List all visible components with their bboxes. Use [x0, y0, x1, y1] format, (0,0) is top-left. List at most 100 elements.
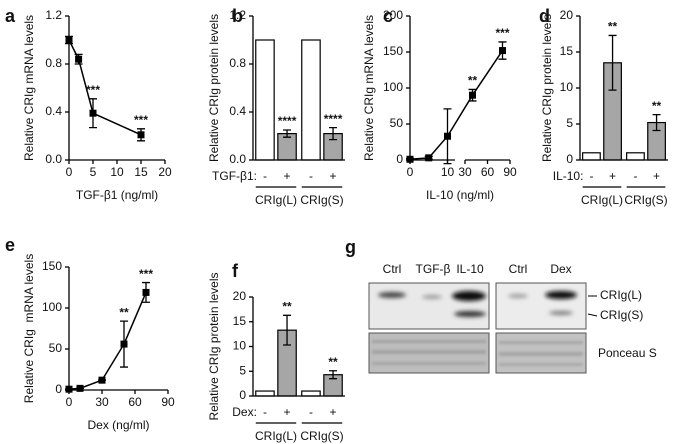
y-tick-label: 150: [383, 44, 403, 58]
x-tick-label: 90: [503, 165, 517, 179]
y-tick-label: 0.8: [229, 56, 246, 70]
y-tick-label: 10: [233, 339, 247, 353]
x-tick-label: 60: [481, 165, 495, 179]
y-axis-label: Relative CRIg mRNA levels: [22, 15, 36, 161]
y-tick-label: 1.2: [45, 8, 62, 22]
y-tick-label: 5: [566, 116, 573, 130]
condition-label: IL-10:: [553, 169, 584, 183]
lane-label: Ctrl: [383, 262, 402, 276]
error-bar: [329, 370, 338, 380]
data-point: [137, 131, 145, 139]
y-tick-label: 15: [233, 314, 247, 328]
y-tick-label: 1.2: [229, 8, 246, 22]
category-label: +: [330, 169, 337, 183]
group-label: CRIg(L): [255, 193, 297, 207]
significance-label: **: [652, 99, 662, 113]
y-tick-label: 100: [42, 300, 62, 314]
error-bar: [283, 129, 292, 138]
data-point: [76, 384, 84, 392]
error-bar: [329, 126, 338, 141]
chart-panel: a Relative CRIg mRNA levels 0.0 0.4 0.8 1.2 0 5…: [5, 6, 172, 202]
group-label: CRIg(S): [624, 193, 667, 207]
x-tick-label: 10: [110, 165, 124, 179]
significance-label: **: [328, 355, 338, 369]
x-tick-label: 5: [90, 165, 97, 179]
significance-label: ****: [278, 114, 297, 128]
x-tick-label: 0: [66, 165, 73, 179]
significance-label: ***: [134, 113, 148, 127]
category-label: +: [330, 405, 337, 419]
y-tick-label: 0: [566, 152, 573, 166]
panel-letter: g: [345, 237, 356, 257]
y-tick-label: 0.0: [45, 152, 62, 166]
x-axis-label: TGF-β1 (ng/ml): [76, 188, 158, 202]
chart-panel: c Relative CRIg mRNA levels 0 50 100 150 200 0 1…: [362, 6, 517, 202]
error-bar: [608, 34, 617, 91]
significance-label: **: [608, 20, 618, 34]
band-label: CRIg(S): [600, 308, 643, 322]
y-tick-label: 200: [383, 8, 403, 22]
band-pointer: [587, 313, 598, 317]
y-tick-label: 50: [390, 116, 404, 130]
y-tick-label: 10: [560, 80, 574, 94]
panel-letter: e: [5, 235, 15, 255]
panel-letter: a: [5, 6, 16, 26]
significance-label: ***: [495, 26, 509, 40]
lane-label: IL-10: [456, 262, 484, 276]
data-point: [406, 155, 414, 163]
data-line: [409, 50, 504, 161]
significance-label: **: [468, 74, 478, 88]
data-point: [499, 47, 506, 55]
group-label: CRIg(L): [255, 429, 297, 443]
y-tick-label: 0: [239, 388, 246, 402]
data-line: [68, 292, 147, 390]
category-label: +: [609, 169, 616, 183]
condition-label: Dex:: [232, 405, 257, 419]
data-point: [75, 55, 83, 63]
bar: [301, 390, 321, 397]
y-axis-label: Relative CRIg mRNA levels: [362, 15, 376, 161]
y-axis-label: Relative CRIg protein levels: [540, 14, 554, 162]
lane-label: Ctrl: [509, 262, 528, 276]
error-bar: [652, 113, 661, 132]
data-point: [89, 109, 97, 117]
data-point: [65, 36, 73, 44]
y-tick-label: 50: [49, 341, 63, 355]
panel-letter: f: [232, 261, 239, 281]
data-point: [425, 154, 433, 162]
group-label: CRIg(S): [300, 193, 343, 207]
chart-panel: b Relative CRIg protein levels 0.0 0.4 0.8 1.…: [207, 6, 345, 207]
panel-letter: c: [383, 6, 393, 26]
x-tick-label: 10: [441, 165, 455, 179]
category-label: -: [633, 169, 637, 183]
error-bar: [283, 314, 292, 346]
y-tick-label: 0: [396, 152, 403, 166]
y-tick-label: 0.4: [45, 104, 62, 118]
y-tick-label: 20: [233, 289, 247, 303]
data-point: [444, 132, 451, 140]
y-axis-label: Relative CRIg protein levels: [207, 14, 221, 162]
x-axis-label: Dex (ng/ml): [87, 418, 149, 432]
bar: [582, 152, 601, 161]
y-tick-label: 5: [239, 363, 246, 377]
y-tick-label: 0.0: [229, 152, 246, 166]
chart-panel: e Relative CRIg mRNA levels 0 50 100 150 0 30 60…: [5, 235, 175, 432]
category-label: +: [284, 405, 291, 419]
x-tick-label: 20: [158, 165, 172, 179]
y-axis-label: Relative CRIg mRNA levels: [22, 254, 36, 403]
y-tick-label: 15: [560, 44, 574, 58]
x-tick-label: 60: [128, 395, 142, 409]
data-line: [68, 39, 142, 136]
band-label: CRIg(L): [600, 288, 642, 302]
significance-label: ***: [139, 267, 153, 281]
bar: [626, 152, 645, 161]
bar: [301, 39, 321, 161]
significance-label: **: [282, 299, 292, 313]
y-tick-label: 0: [55, 382, 62, 396]
blot-panel: g Ctrl TGF-β IL-10 Ctrl Dex CRIg(L) CRIg…: [345, 237, 657, 374]
data-point: [142, 288, 150, 296]
category-label: -: [263, 169, 267, 183]
category-label: +: [653, 169, 660, 183]
lane-label: Dex: [550, 262, 571, 276]
